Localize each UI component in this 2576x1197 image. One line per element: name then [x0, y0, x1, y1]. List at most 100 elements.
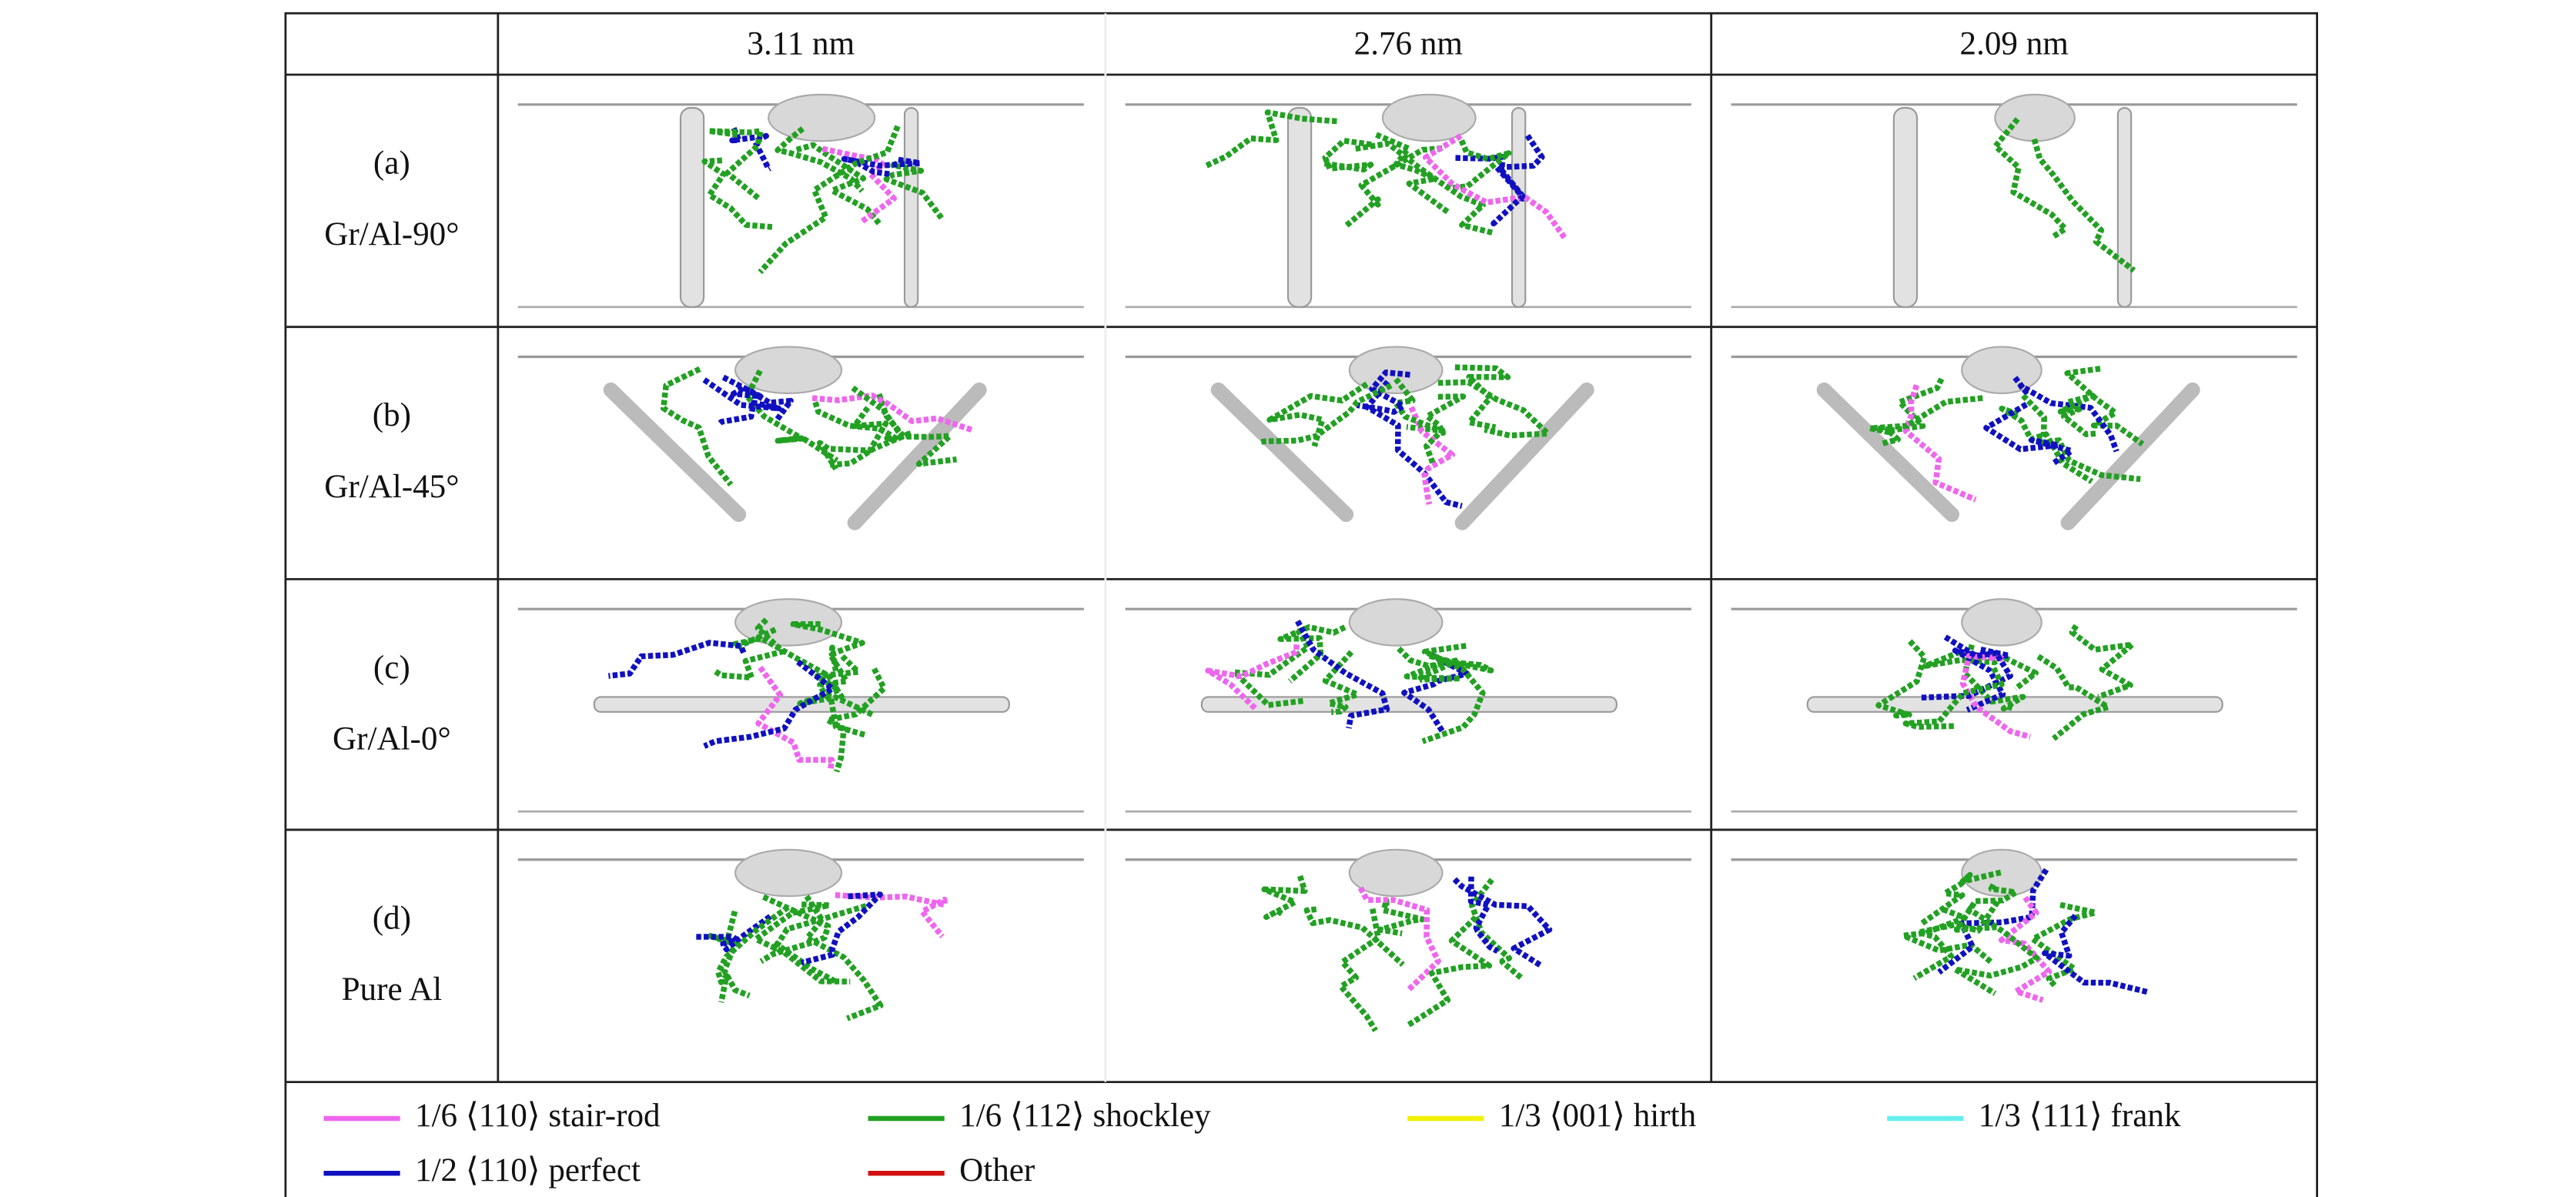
dislocation-line	[2021, 393, 2141, 483]
dislocation-line	[1902, 667, 2005, 731]
legend-label: 1/6 ⟨110⟩ stair-rod	[415, 1098, 661, 1134]
indent-cavity	[1348, 598, 1444, 647]
dislocation-line	[607, 640, 747, 679]
legend-label: 1/3 ⟨111⟩ frank	[1979, 1098, 2181, 1134]
indent-cavity	[1961, 598, 2042, 647]
dislocation-line	[1337, 908, 1382, 1032]
dislocation-line	[1356, 369, 1410, 415]
dislocation-line	[1454, 364, 1511, 430]
dislocation-line	[1260, 383, 1393, 445]
simulation-panel	[1125, 93, 1691, 309]
dislocation-line	[711, 617, 786, 680]
dislocation-line	[1449, 139, 1512, 192]
dislocation-line	[1865, 395, 1983, 436]
dislocation-line	[1467, 876, 1500, 955]
row-label: (a)	[373, 145, 410, 181]
indent-cavity	[1961, 346, 2042, 395]
graphene-sheet	[603, 382, 747, 523]
graphene-sheet	[1210, 382, 1354, 523]
table-border	[284, 12, 2319, 1197]
dislocation-line	[1962, 644, 2026, 712]
dislocation-line	[1266, 381, 1369, 447]
dislocation-line	[841, 155, 923, 177]
dislocation-line	[2069, 624, 2136, 700]
dislocation-line	[800, 891, 883, 966]
dislocation-line	[811, 392, 973, 433]
dislocation-line	[1343, 145, 1443, 229]
dislocation-line	[759, 894, 831, 965]
graphene-sheet	[1454, 382, 1594, 530]
dislocation-line	[2057, 393, 2098, 437]
simulation-panel	[517, 598, 1084, 813]
graphene-sheet	[1816, 382, 1960, 523]
graphene-sheet	[2116, 107, 2133, 308]
dislocation-line	[1875, 639, 1928, 719]
dislocation-line	[702, 377, 782, 426]
dislocation-line	[1937, 868, 2049, 975]
dislocation-line	[1919, 869, 2002, 927]
indent-cavity	[734, 346, 843, 395]
dislocation-line	[1408, 406, 1455, 505]
dislocation-line	[1902, 384, 1977, 503]
dislocation-line	[1261, 874, 1308, 921]
dislocation-line	[835, 892, 948, 938]
dislocation-line	[1364, 379, 1463, 509]
simulation-panel	[517, 93, 1084, 309]
table-frame	[284, 12, 2319, 1197]
dislocation-line	[790, 620, 865, 672]
simulation-panel	[1125, 848, 1691, 1032]
dislocation-line	[797, 654, 875, 718]
dislocation-line	[1452, 877, 1553, 969]
dislocation-line	[817, 654, 866, 738]
dislocation-line	[1397, 646, 1464, 683]
dislocation-line	[1203, 109, 1337, 169]
dislocation-line	[701, 157, 773, 230]
dislocation-line	[2031, 138, 2136, 273]
indent-cavity	[1348, 346, 1444, 395]
dislocation-line	[1469, 878, 1524, 981]
dislocation-line	[1322, 650, 1360, 715]
indent-cavity	[1348, 848, 1444, 898]
row-name: Gr/Al-0°	[333, 721, 451, 757]
row-name: Gr/Al-90°	[324, 216, 459, 252]
simulation-panel	[517, 848, 1084, 1021]
simulation-panel	[1731, 598, 2297, 813]
graphene-sheet	[847, 382, 987, 530]
dislocation-line	[715, 904, 790, 1003]
column-header: 3.11 nm	[747, 25, 855, 62]
column-header: 2.09 nm	[1960, 25, 2069, 62]
dislocation-line	[2064, 366, 2145, 446]
dislocation-line	[755, 665, 835, 771]
indent-cavity	[1961, 848, 2042, 898]
dislocation-line	[1393, 376, 1445, 464]
dislocation-line	[1900, 906, 1994, 965]
dislocation-line	[1882, 377, 1945, 446]
dislocation-line	[695, 914, 772, 953]
dislocation-line	[829, 393, 915, 468]
dislocation-line	[1322, 138, 1374, 173]
dislocation-line	[753, 901, 851, 985]
row-name: Gr/Al-45°	[324, 469, 459, 505]
dislocation-line	[851, 385, 957, 467]
dislocation-line	[774, 126, 865, 193]
dislocation-line	[1912, 900, 2000, 981]
dislocation-line	[1355, 140, 1495, 236]
dislocation-line	[758, 125, 901, 275]
dislocation-line	[817, 406, 889, 471]
dislocation-line	[2042, 914, 2149, 995]
dislocation-line	[1303, 906, 1405, 967]
dislocation-line	[1983, 402, 2075, 466]
graphene-sheet	[1286, 107, 1313, 308]
dislocation-line	[1953, 883, 2019, 933]
indent-cavity	[1381, 93, 1477, 142]
legend-label: 1/3 ⟨001⟩ hirth	[1499, 1098, 1696, 1134]
dislocation-line	[2036, 654, 2111, 741]
dislocation-line	[1437, 379, 1551, 439]
graphene-sheet	[679, 107, 705, 308]
graphene-sheet	[1510, 107, 1527, 308]
legend-label: 1/2 ⟨110⟩ perfect	[415, 1152, 641, 1189]
legend-label: Other	[959, 1152, 1035, 1189]
legend-label: 1/6 ⟨112⟩ shockley	[959, 1098, 1211, 1134]
